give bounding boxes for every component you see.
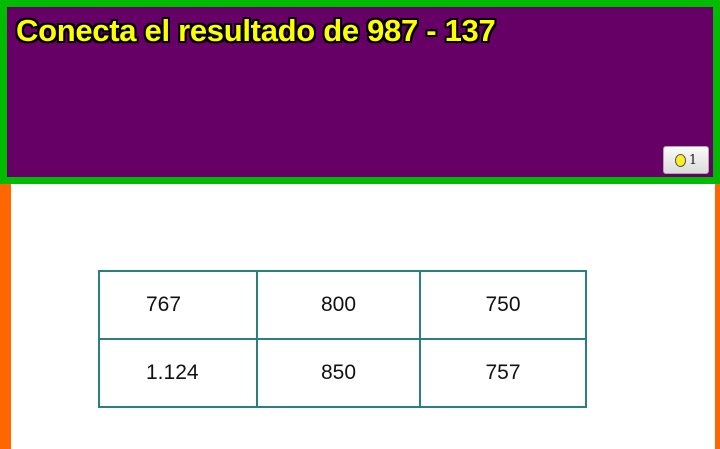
coin-counter-button[interactable]: 1 bbox=[663, 146, 709, 174]
coin-icon bbox=[674, 153, 686, 167]
right-border bbox=[715, 184, 720, 449]
answer-option[interactable]: 850 bbox=[256, 338, 421, 408]
answer-grid: 767 800 750 1.124 850 757 bbox=[98, 270, 587, 408]
coin-count: 1 bbox=[688, 152, 698, 168]
question-area: Conecta el resultado de 987 - 137 1 bbox=[7, 7, 713, 177]
answer-option[interactable]: 757 bbox=[419, 338, 587, 408]
header-panel: Conecta el resultado de 987 - 137 1 bbox=[0, 0, 720, 184]
answer-option[interactable]: 1.124 bbox=[98, 338, 258, 408]
answer-option[interactable]: 767 bbox=[98, 270, 258, 340]
left-border bbox=[0, 184, 11, 449]
question-title: Conecta el resultado de 987 - 137 bbox=[16, 13, 496, 48]
grid-row: 1.124 850 757 bbox=[98, 338, 587, 408]
answer-option[interactable]: 800 bbox=[256, 270, 421, 340]
answer-option[interactable]: 750 bbox=[419, 270, 587, 340]
grid-row: 767 800 750 bbox=[98, 270, 587, 340]
